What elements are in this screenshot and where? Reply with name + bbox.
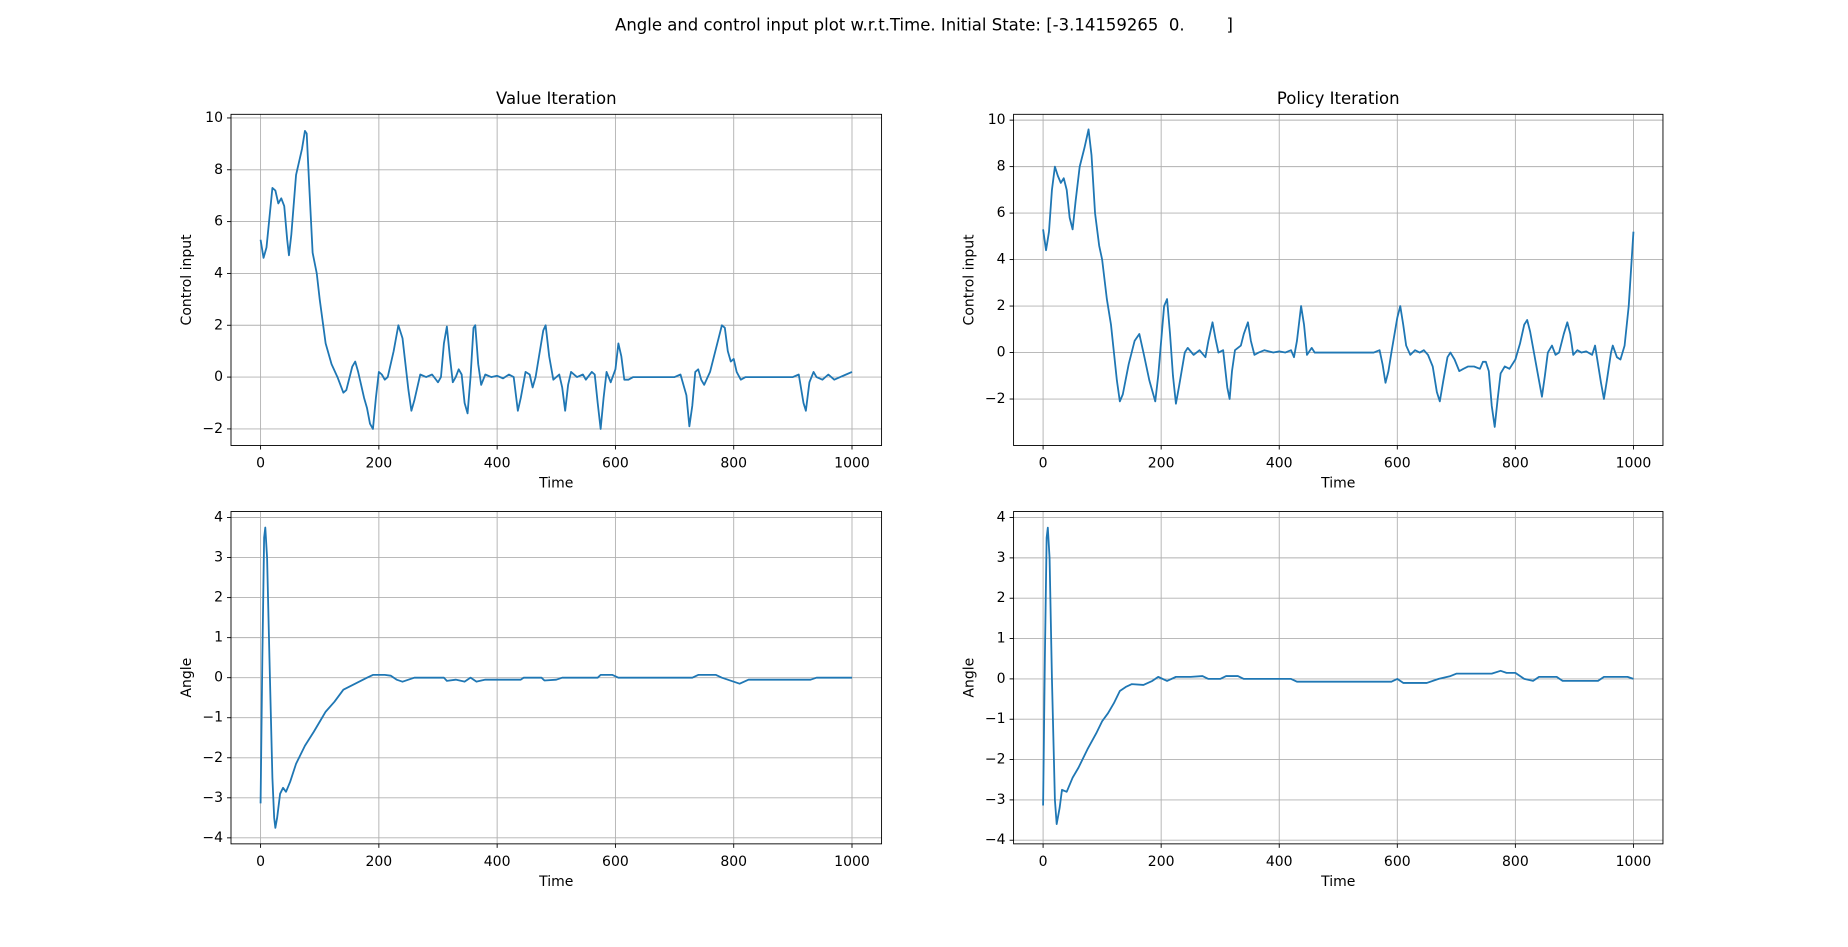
x-tick-label: 600	[602, 854, 629, 870]
subplot: 0 200 400 600 800 1000 −2 0 2 4 6 8 10 Policy Iterati…	[962, 89, 1664, 492]
y-tick-label: 0	[214, 670, 223, 686]
y-tick-label: 2	[214, 317, 223, 333]
axes-frame	[230, 511, 883, 845]
x-tick-label: 400	[484, 456, 511, 472]
y-tick-label: 2	[214, 590, 223, 606]
y-tick-label: −4	[202, 830, 223, 846]
y-tick-label: 6	[214, 214, 223, 230]
x-tick-label: 800	[1502, 854, 1529, 870]
plot-area	[259, 130, 853, 430]
y-tick-label: 2	[997, 590, 1006, 606]
x-axis-label: Time	[538, 476, 573, 492]
x-tick-label: 1000	[834, 854, 870, 870]
figure-title: Angle and control input plot w.r.t.Time.…	[615, 16, 1233, 35]
x-tick-label: 400	[1266, 854, 1293, 870]
y-tick-label: −3	[202, 790, 223, 806]
subplot: 0 200 400 600 800 1000 −2 0 2 4 6 8 10 Value Iteratio…	[179, 89, 883, 492]
y-tick-label: 4	[997, 510, 1006, 526]
x-tick-label: 0	[1039, 854, 1048, 870]
axes-frame	[1013, 113, 1664, 446]
y-tick-label: 10	[205, 110, 223, 126]
y-tick-label: 4	[214, 510, 223, 526]
subplot: 0 200 400 600 800 1000 −4 −3 −2 −1 0 1 2 3 4 Time Angle	[179, 510, 883, 890]
subplot: 0 200 400 600 800 1000 −4 −3 −2 −1 0 1 2 3 4 Time Angle	[962, 510, 1664, 890]
data-line	[1042, 526, 1634, 825]
y-tick-label: −2	[985, 752, 1006, 768]
plot-area	[259, 526, 852, 829]
y-tick-label: 0	[997, 671, 1006, 687]
y-tick-label: −4	[985, 832, 1006, 848]
y-axis-label: Control input	[179, 234, 195, 326]
y-tick-label: −1	[202, 710, 223, 726]
axes-frame	[1013, 511, 1664, 845]
x-tick-label: 1000	[834, 456, 870, 472]
plot-area	[1042, 128, 1635, 428]
y-tick-label: 4	[214, 265, 223, 281]
y-tick-label: −3	[985, 792, 1006, 808]
plot-area	[1042, 526, 1634, 825]
subplot-title: Value Iteration	[496, 89, 617, 108]
x-tick-label: 200	[1148, 854, 1175, 870]
y-tick-label: 0	[997, 345, 1006, 361]
y-tick-label: 6	[997, 205, 1006, 221]
y-tick-label: 3	[214, 550, 223, 566]
x-axis-label: Time	[1320, 476, 1355, 492]
y-tick-label: 3	[997, 550, 1006, 566]
y-axis-label: Angle	[962, 658, 978, 698]
data-line	[259, 130, 853, 430]
x-tick-label: 600	[602, 456, 629, 472]
x-tick-label: 0	[256, 854, 265, 870]
axes-frame	[230, 113, 883, 446]
y-tick-label: 2	[997, 298, 1006, 314]
y-tick-label: 10	[988, 112, 1006, 128]
data-line	[259, 526, 852, 829]
subplot-title: Policy Iteration	[1277, 89, 1400, 108]
y-tick-label: −2	[202, 421, 223, 437]
y-axis-label: Angle	[179, 658, 195, 698]
x-tick-label: 200	[365, 456, 392, 472]
x-axis-label: Time	[538, 874, 573, 890]
x-axis-label: Time	[1320, 874, 1355, 890]
x-tick-label: 1000	[1616, 854, 1652, 870]
data-line	[1042, 128, 1635, 428]
x-tick-label: 0	[256, 456, 265, 472]
y-tick-label: −2	[985, 391, 1006, 407]
y-tick-label: 8	[214, 162, 223, 178]
x-tick-label: 600	[1384, 854, 1411, 870]
y-axis-label: Control input	[962, 234, 978, 326]
x-tick-label: 600	[1384, 456, 1411, 472]
x-tick-label: 200	[365, 854, 392, 870]
x-tick-label: 400	[484, 854, 511, 870]
x-tick-label: 0	[1039, 456, 1048, 472]
x-tick-label: 800	[720, 456, 747, 472]
x-tick-label: 800	[720, 854, 747, 870]
x-tick-label: 200	[1148, 456, 1175, 472]
y-tick-label: 1	[214, 630, 223, 646]
x-tick-label: 1000	[1616, 456, 1652, 472]
y-tick-label: 4	[997, 252, 1006, 268]
y-tick-label: 1	[997, 631, 1006, 647]
x-tick-label: 400	[1266, 456, 1293, 472]
x-tick-label: 800	[1502, 456, 1529, 472]
y-tick-label: −2	[202, 750, 223, 766]
y-tick-label: 0	[214, 369, 223, 385]
y-tick-label: 8	[997, 159, 1006, 175]
y-tick-label: −1	[985, 711, 1006, 727]
